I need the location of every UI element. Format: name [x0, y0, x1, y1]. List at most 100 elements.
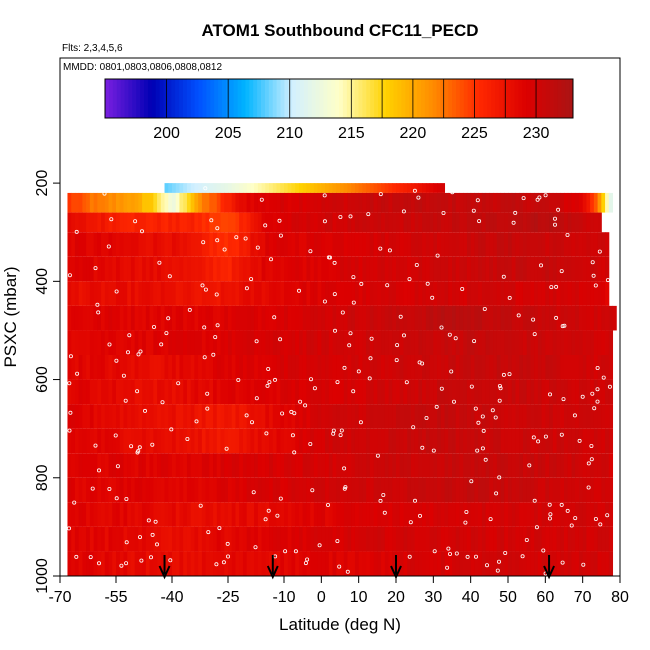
heatmap-cell: [239, 453, 244, 478]
heatmap-cell: [519, 256, 524, 282]
heatmap-cell: [209, 355, 214, 380]
heatmap-cell: [127, 551, 132, 576]
heatmap-cell: [134, 551, 139, 576]
heatmap-cell: [354, 526, 360, 552]
heatmap-cell: [433, 526, 438, 552]
heatmap-cell: [246, 477, 251, 503]
heatmap-cell: [377, 551, 382, 576]
heatmap-cell: [530, 526, 535, 552]
observation-point: [382, 510, 387, 515]
heatmap-cell: [354, 330, 360, 355]
heatmap-cell: [142, 428, 147, 454]
heatmap-cell: [186, 477, 192, 503]
heatmap-cell: [515, 379, 520, 405]
heatmap-cell: [272, 192, 278, 213]
heatmap-cell: [455, 192, 460, 213]
heatmap-cell: [515, 526, 520, 552]
heatmap-cell: [216, 526, 222, 552]
heatmap-cell: [526, 379, 531, 405]
heatmap-cell: [455, 428, 460, 454]
heatmap-cell: [235, 212, 240, 233]
heatmap-cell: [586, 256, 591, 282]
heatmap-cell: [392, 183, 397, 193]
heatmap-cell: [257, 330, 263, 355]
observation-point: [507, 295, 512, 300]
heatmap-cell: [485, 192, 490, 213]
heatmap-cell: [142, 330, 147, 355]
heatmap-cell: [123, 192, 128, 213]
heatmap-cell: [366, 502, 371, 527]
heatmap-cell: [429, 305, 434, 331]
heatmap-cell: [384, 379, 390, 405]
heatmap-cell: [407, 404, 412, 429]
heatmap-cell: [160, 192, 166, 213]
heatmap-cell: [67, 355, 72, 380]
heatmap-cell: [496, 502, 502, 527]
heatmap-cell: [216, 256, 222, 282]
heatmap-cell: [478, 477, 483, 503]
heatmap-cell: [466, 379, 472, 405]
observation-point: [480, 446, 485, 451]
heatmap-cell: [298, 551, 304, 576]
heatmap-cell: [466, 477, 472, 503]
heatmap-cell: [112, 355, 117, 380]
arrow-head: [158, 565, 171, 580]
heatmap-cell: [354, 477, 360, 503]
heatmap-cell: [586, 281, 591, 306]
heatmap-cell: [336, 526, 341, 552]
heatmap-cell: [127, 212, 132, 233]
heatmap-cell: [153, 477, 158, 503]
observation-point: [264, 431, 269, 436]
heatmap-cell: [86, 526, 91, 552]
heatmap-cell: [418, 281, 423, 306]
heatmap-cell: [403, 404, 408, 429]
x-tick-label: -10: [272, 589, 295, 606]
heatmap-cell: [369, 183, 375, 193]
heatmap-cell: [340, 330, 345, 355]
heatmap-cell: [198, 355, 203, 380]
observation-point: [431, 448, 436, 453]
heatmap-cell: [590, 281, 595, 306]
heatmap-cell: [224, 212, 229, 233]
heatmap-cell: [310, 330, 315, 355]
observation-point: [102, 191, 107, 196]
heatmap-cell: [597, 379, 602, 405]
heatmap-cell: [511, 256, 516, 282]
colorbar-segment: [210, 79, 215, 118]
heatmap-cell: [119, 551, 124, 576]
heatmap-cell: [366, 551, 371, 576]
heatmap-cell: [519, 526, 524, 552]
heatmap-cell: [145, 256, 151, 282]
heatmap-cell: [157, 379, 162, 405]
heatmap-cell: [396, 212, 401, 233]
heatmap-cell: [358, 355, 363, 380]
heatmap-cell: [425, 212, 431, 233]
heatmap-cell: [608, 453, 614, 478]
heatmap-cell: [399, 192, 404, 213]
heatmap-cell: [175, 192, 180, 213]
observation-point: [265, 383, 270, 388]
heatmap-cell: [284, 379, 289, 405]
heatmap-cell: [567, 330, 572, 355]
heatmap-cell: [209, 404, 214, 429]
heatmap-cell: [306, 281, 311, 306]
heatmap-cell: [474, 212, 479, 233]
heatmap-cell: [272, 526, 278, 552]
heatmap-cell: [265, 526, 270, 552]
heatmap-cell: [179, 281, 184, 306]
heatmap-cell: [452, 192, 457, 213]
heatmap-cell: [489, 404, 494, 429]
heatmap-cell: [478, 502, 483, 527]
heatmap-cell: [216, 428, 222, 454]
heatmap-cell: [440, 379, 446, 405]
heatmap-cell: [515, 212, 520, 233]
heatmap-cell: [119, 232, 124, 257]
heatmap-cell: [381, 502, 386, 527]
heatmap-cell: [149, 379, 154, 405]
heatmap-cell: [343, 281, 348, 306]
heatmap-cell: [291, 502, 296, 527]
heatmap-cell: [556, 502, 561, 527]
heatmap-cell: [183, 379, 188, 405]
heatmap-cell: [489, 192, 494, 213]
colorbar-segment: [440, 79, 445, 118]
